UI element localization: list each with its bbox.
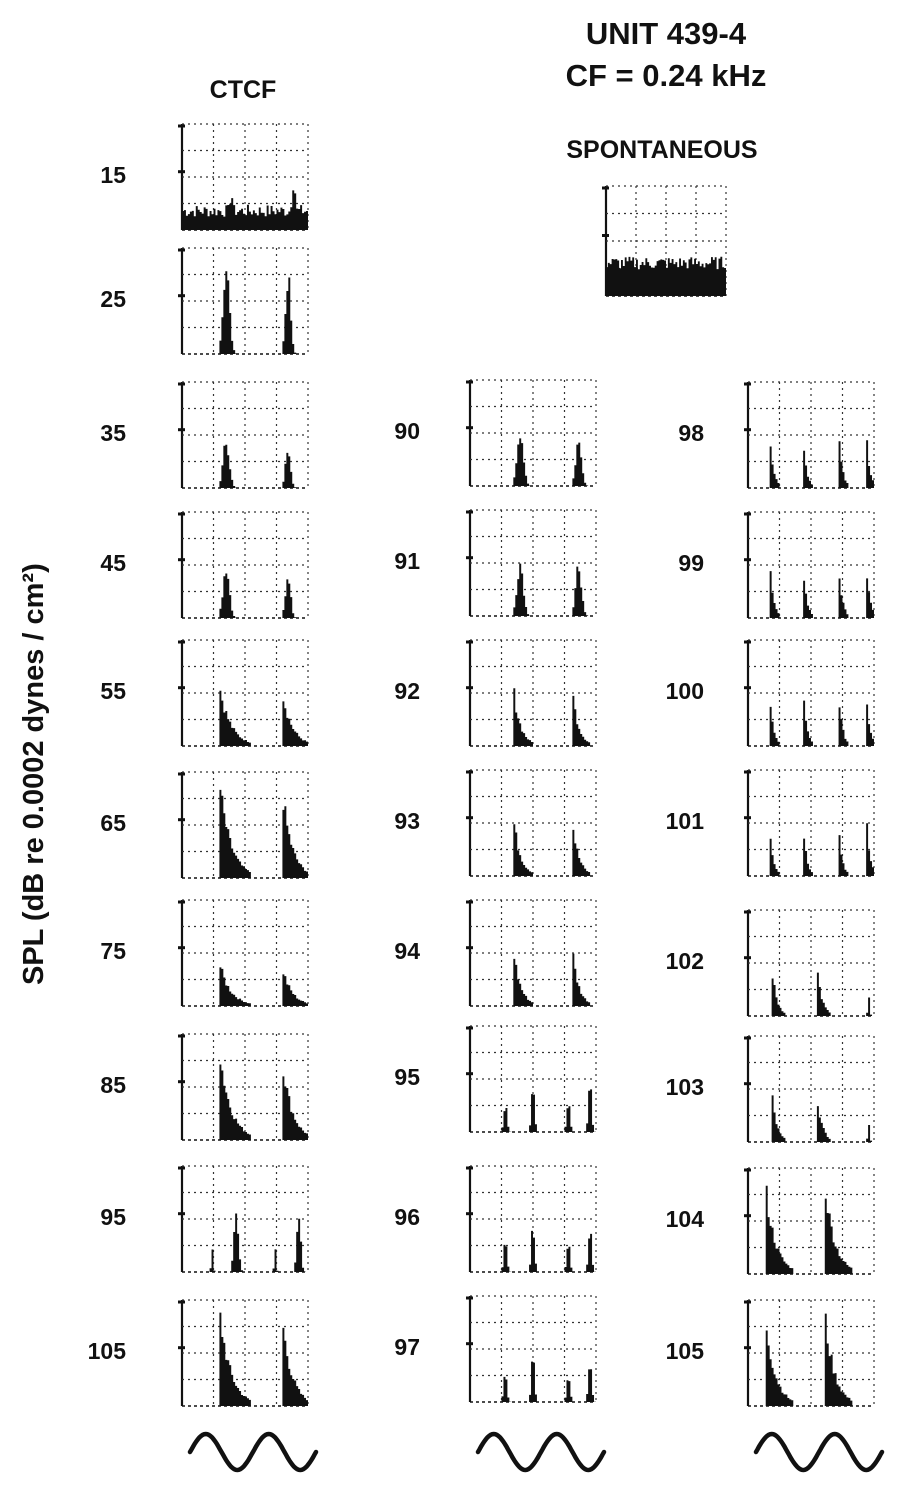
psth-panel (744, 381, 875, 489)
psth-panel (178, 1165, 309, 1273)
psth-panel (178, 381, 309, 489)
psth-panel (744, 909, 875, 1017)
histogram-bars (470, 438, 596, 486)
histogram-bars (748, 823, 874, 876)
sine-wave-icon (475, 1431, 607, 1473)
psth-panel (744, 639, 875, 747)
level-label: 100 (665, 678, 704, 704)
histogram-bars (748, 440, 874, 488)
psth-panel (466, 769, 597, 877)
level-label: 105 (87, 1338, 126, 1364)
level-label: 65 (100, 810, 126, 836)
level-label: 95 (100, 1204, 126, 1230)
sine-wave-icon (187, 1431, 319, 1473)
histogram-bars (182, 190, 308, 230)
psth-panel (178, 639, 309, 747)
ctcf-heading: CTCF (209, 76, 277, 104)
histogram-bars (182, 967, 308, 1006)
histogram-bars (470, 1230, 596, 1272)
psth-panel (466, 1025, 597, 1133)
level-label: 45 (100, 550, 126, 576)
histogram-bars (470, 688, 596, 746)
level-label: 102 (665, 948, 704, 974)
level-label: 91 (394, 548, 420, 574)
histogram-bars (748, 972, 874, 1016)
histogram-bars (470, 1361, 596, 1402)
psth-panel (178, 247, 309, 355)
level-label: 97 (394, 1334, 420, 1360)
histogram-bars (470, 1089, 596, 1132)
histogram-bars (182, 1213, 308, 1272)
histogram-bars (470, 953, 596, 1006)
psth-panel (466, 379, 597, 487)
histogram-bars (182, 690, 308, 746)
psth-panel (178, 1299, 309, 1407)
psth-panel (744, 1035, 875, 1143)
level-label: 75 (100, 938, 126, 964)
histogram-bars (748, 1185, 874, 1274)
psth-panel (178, 1033, 309, 1141)
histogram-bars (606, 256, 726, 296)
level-label: 90 (394, 418, 420, 444)
level-label: 101 (665, 808, 704, 834)
psth-panel (466, 899, 597, 1007)
histogram-bars (748, 700, 874, 746)
psth-panel (178, 511, 309, 619)
psth-panel (466, 639, 597, 747)
level-label: 98 (678, 420, 704, 446)
psth-panel (178, 771, 309, 879)
level-label: 55 (100, 678, 126, 704)
histogram-bars (182, 789, 308, 878)
psth-panel (466, 1295, 597, 1403)
histogram-bars (182, 271, 308, 354)
psth-panel (466, 1165, 597, 1273)
histogram-bars (470, 824, 596, 876)
level-label: 104 (665, 1206, 704, 1232)
level-label: 35 (100, 420, 126, 446)
histogram-bars (182, 1312, 308, 1406)
sine-wave-icon (753, 1431, 885, 1473)
level-label: 96 (394, 1204, 420, 1230)
psth-panel (744, 769, 875, 877)
spontaneous-heading: SPONTANEOUS (566, 136, 758, 164)
level-label: 105 (665, 1338, 704, 1364)
psth-panel (744, 1167, 875, 1275)
level-label: 15 (100, 162, 126, 188)
level-label: 99 (678, 550, 704, 576)
level-label: 25 (100, 286, 126, 312)
histogram-bars (748, 1313, 874, 1406)
level-label: 95 (394, 1064, 420, 1090)
psth-panel (178, 899, 309, 1007)
psth-panel (744, 511, 875, 619)
level-label: 103 (665, 1074, 704, 1100)
psth-panel (466, 509, 597, 617)
histogram-bars (748, 1095, 874, 1142)
psth-panel (744, 1299, 875, 1407)
histogram-bars (748, 571, 874, 618)
histogram-bars (182, 1064, 308, 1140)
psth-panel (178, 123, 309, 231)
histogram-bars (470, 563, 596, 616)
level-label: 85 (100, 1072, 126, 1098)
chart-title: UNIT 439-4 (585, 16, 747, 51)
chart-subtitle: CF = 0.24 kHz (565, 58, 767, 93)
histogram-bars (182, 573, 308, 618)
level-label: 93 (394, 808, 420, 834)
level-label: 92 (394, 678, 420, 704)
level-label: 94 (394, 938, 420, 964)
spontaneous-panel (602, 185, 727, 297)
